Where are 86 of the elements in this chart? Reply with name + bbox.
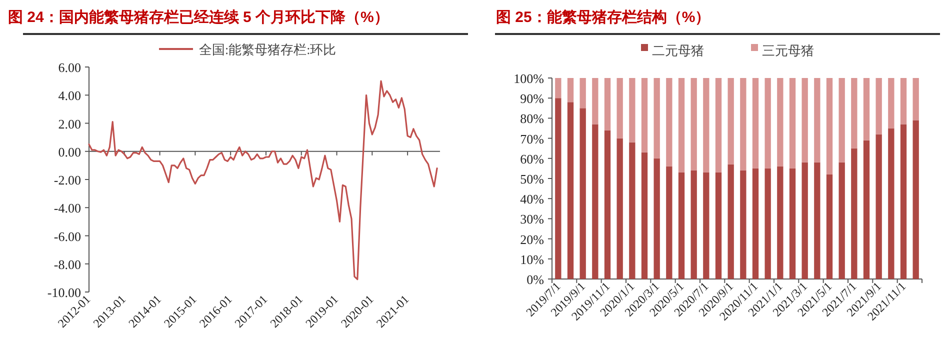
bar: [764, 78, 771, 168]
y-tick-label: -10.00: [47, 285, 81, 300]
bar: [888, 128, 894, 279]
bar: [789, 78, 796, 168]
bar: [851, 78, 858, 148]
y-tick-label: 0.00: [58, 144, 81, 160]
bar: [654, 158, 660, 279]
bar: [616, 78, 623, 138]
bar: [728, 78, 734, 164]
bar: [604, 78, 611, 130]
bar: [555, 98, 562, 279]
chart-title: 图 24：国内能繁母猪存栏已经连续 5 个月环比下降（%）: [8, 9, 389, 26]
bar: [580, 78, 586, 108]
bar: [838, 162, 845, 279]
bar: [629, 78, 636, 142]
bar: [678, 78, 685, 172]
bar: [838, 78, 845, 162]
y-tick-label: 80%: [520, 111, 544, 126]
bar: [641, 152, 648, 279]
bar: [629, 142, 636, 279]
y-tick-label: -6.00: [54, 228, 81, 244]
bar: [567, 78, 574, 102]
y-tick-label: 2.00: [58, 116, 81, 132]
legend-label: 二元母猪: [652, 43, 704, 58]
bar: [728, 164, 734, 279]
y-tick-label: -8.00: [54, 256, 81, 272]
bar: [740, 78, 746, 170]
y-tick-label: 0%: [526, 272, 544, 287]
bar: [863, 140, 870, 279]
bar: [752, 168, 759, 279]
bar: [764, 168, 771, 279]
bar: [567, 102, 574, 279]
bar: [654, 78, 660, 158]
bar: [715, 78, 722, 172]
y-tick-label: 70%: [520, 131, 544, 146]
y-tick-label: 30%: [520, 212, 544, 227]
y-tick-label: 90%: [520, 91, 544, 106]
y-tick-label: -2.00: [54, 172, 81, 188]
y-tick-label: 50%: [520, 172, 544, 186]
bar: [715, 172, 722, 279]
bar: [604, 130, 611, 279]
bar: [666, 78, 672, 166]
bar: [592, 124, 598, 279]
bar: [777, 78, 784, 166]
bar: [752, 78, 759, 168]
bar: [789, 168, 796, 279]
bar: [690, 78, 697, 170]
bar: [876, 78, 882, 134]
bar: [912, 120, 919, 279]
bar: [580, 108, 586, 279]
bar: [802, 162, 808, 279]
y-tick-label: 20%: [520, 232, 544, 247]
bar: [703, 172, 710, 279]
y-tick-label: 40%: [520, 192, 544, 207]
bar: [666, 166, 672, 279]
chart-title: 图 25：能繁母猪存栏结构（%）: [496, 9, 710, 26]
bar: [826, 78, 833, 174]
legend-label: 三元母猪: [762, 43, 814, 58]
bar: [555, 78, 562, 98]
bar: [876, 134, 882, 279]
y-tick-label: 4.00: [58, 88, 81, 104]
bar: [592, 78, 598, 124]
bar: [900, 124, 907, 279]
bar: [863, 78, 870, 140]
bar: [777, 166, 784, 279]
bar: [641, 78, 648, 152]
bar: [802, 78, 808, 162]
bar: [888, 78, 894, 128]
y-tick-label: 60%: [520, 151, 544, 166]
bar: [900, 78, 907, 124]
bar: [814, 78, 820, 162]
bar: [690, 170, 697, 279]
y-tick-label: 100%: [514, 71, 544, 86]
y-tick-label: 6.00: [58, 60, 81, 75]
bar: [678, 172, 685, 279]
legend-label: 全国:能繁母猪存栏:环比: [199, 42, 336, 57]
bar: [703, 78, 710, 172]
bar: [814, 162, 820, 279]
bar: [912, 78, 919, 120]
bar: [740, 170, 746, 279]
line-series: [88, 80, 438, 280]
y-tick-label: -4.00: [54, 200, 81, 216]
bar: [616, 138, 623, 279]
bar: [851, 148, 858, 279]
bar: [826, 174, 833, 279]
y-tick-label: 10%: [520, 252, 544, 267]
